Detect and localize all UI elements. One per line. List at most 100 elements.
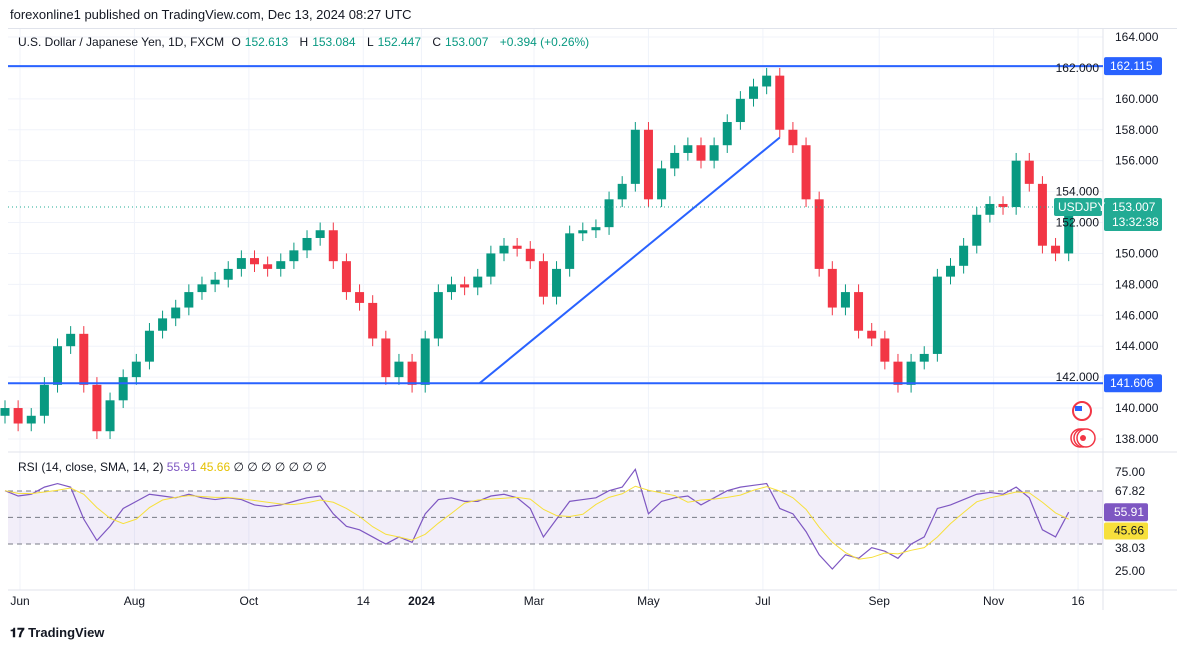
candle [355,284,365,311]
candle-body [893,361,903,385]
rsi-tick-label: 67.82 [1115,484,1145,498]
candle-body [473,276,483,288]
rsi-sma-line [4,485,1069,560]
candle [565,225,575,277]
close-value: 153.007 [445,35,489,49]
candle [118,369,128,409]
candle [341,253,351,300]
candle-body [735,98,745,123]
time-tick-label: Oct [240,594,259,608]
candle-body [827,268,837,308]
candle-body [105,400,115,432]
candle-body [368,302,378,339]
open-label: O [231,35,241,49]
candle-body [959,245,969,266]
candle [158,310,168,339]
candle-body [578,230,588,234]
candle-body [420,338,430,385]
candle [775,67,785,138]
candle-body [341,261,351,293]
candle [79,326,89,393]
candle-body [302,237,312,251]
candle-body [407,361,417,385]
candle-body [696,145,706,161]
candle [433,284,443,347]
time-tick-label: 2024 [408,594,435,608]
candle [1024,152,1034,192]
candle [788,122,798,153]
price-tick-label: 146.000 [1115,308,1159,322]
candle-body [932,276,942,354]
candle [906,353,916,393]
level-price-label-bg [1104,374,1162,393]
symbol-tag-bg [1054,197,1102,216]
candle-body [236,258,246,269]
candle [171,299,181,327]
time-tick-label: Jul [755,594,770,608]
open-value: 152.613 [244,35,289,49]
candle [893,353,903,393]
candle [854,284,864,339]
candle [630,122,640,192]
candle-body [66,333,76,347]
candle-body [657,168,667,200]
candle-body [630,129,640,184]
symbol-legend: U.S. Dollar / Japanese Yen, 1D, FXCM O 15… [18,35,593,49]
price-tick-label: 160.000 [1115,92,1159,106]
candle [302,230,312,259]
candle [250,250,259,272]
candle-body [525,248,535,262]
trendline [478,136,781,384]
time-tick-label: 16 [1071,594,1085,608]
high-label: H [299,35,309,49]
candle [552,261,562,305]
candle [276,253,286,277]
candle [66,326,76,354]
candle-body [210,279,220,285]
symbol-title[interactable]: U.S. Dollar / Japanese Yen, 1D, FXCM [18,35,225,49]
candle [762,67,772,95]
candle [932,268,942,362]
candle [328,222,338,269]
candle [131,353,141,385]
tradingview-logo[interactable]: 𝟏𝟕 TradingView [10,625,104,641]
last-price-label-bg [1104,197,1162,231]
candle-body [604,199,614,228]
candle [1051,237,1061,262]
candle-body [880,338,890,362]
rsi-value: 55.91 [166,460,197,474]
candle-body [446,284,456,293]
candle-body [171,307,181,319]
price-tick-label: 162.000 [1056,61,1100,75]
change-value: +0.394 (+0.26%) [499,35,590,49]
candle [144,323,154,370]
candle [39,377,49,424]
candle-body [433,292,443,339]
chart-frame [8,28,1177,619]
candle-body [92,384,102,432]
candle-body [538,261,548,297]
rsi-tick-label: 25.00 [1115,564,1145,578]
candle-body [722,122,732,146]
candle-body [814,199,824,269]
price-tick-label: 138.000 [1115,432,1159,446]
candle-body [197,284,207,293]
candle-body [762,75,772,87]
candle [26,408,36,432]
time-tick-label: May [637,594,660,608]
candle-body [250,258,259,265]
candle-body [328,230,338,262]
candle [407,353,417,393]
candle [814,191,824,277]
candle-body [0,408,10,416]
candle [53,338,63,393]
candle-body [1064,206,1074,254]
candle-body [355,292,365,303]
candle [210,271,220,293]
candle-body [906,361,916,385]
candle-body [670,152,680,169]
rsi-title[interactable]: RSI (14, close, SMA, 14, 2) [18,460,164,474]
candle-body [552,268,562,297]
candle [197,276,207,300]
